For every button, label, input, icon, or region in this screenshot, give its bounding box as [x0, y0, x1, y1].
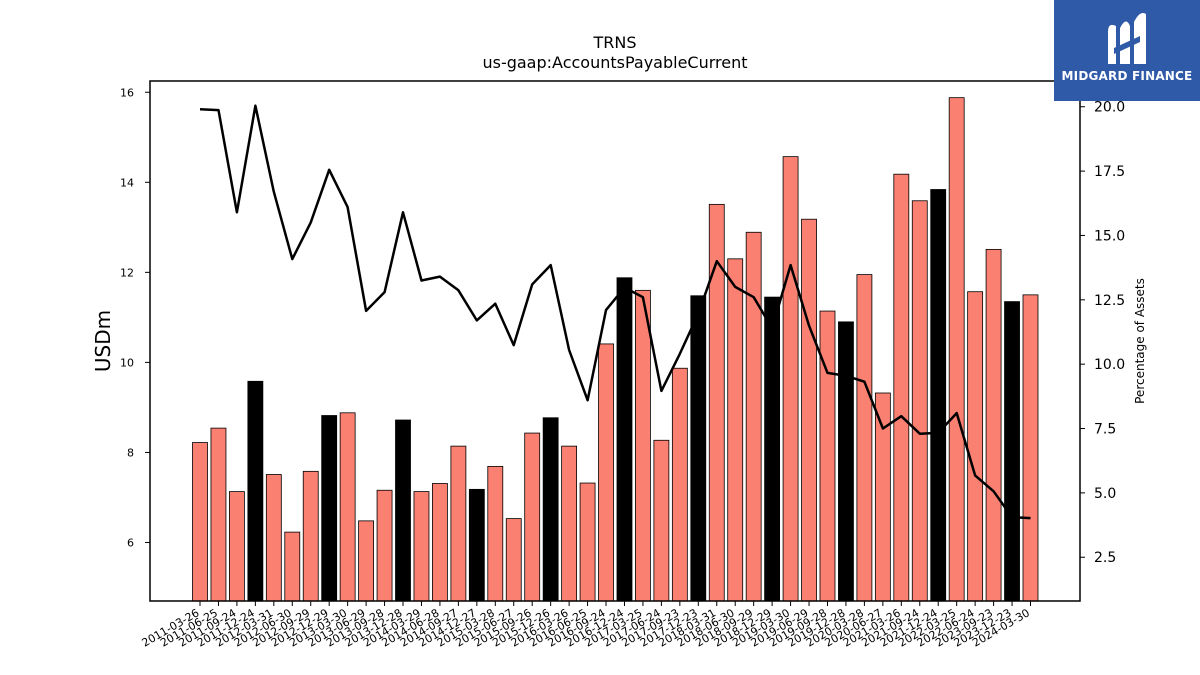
y-tick-label: 8	[127, 446, 134, 459]
bar	[745, 231, 762, 602]
bar	[339, 412, 356, 602]
bar	[487, 465, 504, 602]
bar	[468, 488, 485, 602]
bar	[376, 489, 393, 602]
bar	[321, 415, 338, 602]
bar	[265, 474, 282, 602]
y2-tick-label: 7.5	[1094, 422, 1116, 438]
bar	[801, 218, 817, 602]
bar	[395, 419, 411, 602]
bar	[690, 295, 707, 602]
bar	[450, 445, 467, 602]
bar	[727, 258, 744, 602]
bar	[598, 343, 614, 602]
y2-axis-label: Percentage of Assets	[1133, 278, 1147, 404]
bar	[561, 445, 578, 602]
bar	[1022, 294, 1039, 602]
brand-logo: MIDGARD FINANCE	[1054, 0, 1200, 101]
bar	[542, 417, 559, 602]
bar	[1004, 301, 1020, 602]
y-axis-label: USDm	[91, 310, 115, 372]
y-tick-label: 12	[120, 266, 134, 279]
bar	[819, 310, 836, 602]
axes	[149, 80, 1081, 602]
y2-tick-label: 15.0	[1094, 228, 1125, 244]
x-axis-ticks: 2011-03-262011-06-252011-09-242011-12-24…	[140, 601, 1032, 650]
bar	[358, 520, 375, 602]
percent-line	[199, 104, 1031, 520]
chart-subtitle: us-gaap:AccountsPayableCurrent	[482, 53, 747, 72]
midgard-m-logo-icon	[1108, 13, 1146, 64]
bar-series	[192, 97, 1039, 602]
bar	[524, 432, 541, 602]
bar	[838, 321, 854, 602]
y-tick-label: 10	[120, 356, 134, 369]
bar	[413, 491, 430, 602]
percent-line-series	[199, 104, 1031, 520]
bar	[284, 531, 301, 602]
y-tick-label: 6	[127, 536, 134, 549]
y2-tick-label: 5.0	[1094, 486, 1116, 502]
y-tick-label: 14	[120, 176, 134, 189]
bar	[579, 482, 596, 602]
plot-frame	[149, 80, 1081, 602]
bar	[432, 483, 448, 602]
bar	[911, 200, 928, 602]
bar	[967, 291, 984, 602]
bar	[893, 173, 910, 602]
y2-tick-label: 17.5	[1094, 164, 1125, 180]
bar	[505, 518, 522, 602]
bar	[782, 156, 799, 602]
bar	[985, 248, 1002, 602]
bar	[948, 97, 965, 602]
bar	[764, 296, 781, 602]
bar	[616, 277, 633, 602]
bar	[229, 491, 245, 602]
y2-tick-label: 10.0	[1094, 357, 1125, 373]
chart-title: TRNS	[592, 33, 636, 52]
y-tick-label: 16	[120, 86, 134, 99]
bar	[671, 367, 688, 602]
brand-name: MIDGARD FINANCE	[1061, 69, 1193, 83]
y2-axis-ticks: 2.5 5.0 7.5 10.0 12.5 15.0 17.5 20.0	[1080, 100, 1125, 566]
bar	[930, 189, 947, 602]
bar	[856, 274, 873, 602]
bar	[210, 427, 227, 602]
bar	[302, 470, 319, 602]
y2-tick-label: 20.0	[1094, 100, 1125, 116]
bar	[192, 442, 208, 602]
y2-tick-label: 2.5	[1094, 550, 1116, 566]
y-axis-ticks: 6 8 10 12 14 16	[120, 86, 150, 549]
y2-tick-label: 12.5	[1094, 293, 1125, 309]
bar	[635, 289, 651, 602]
bar	[247, 380, 264, 602]
bar	[653, 439, 670, 602]
